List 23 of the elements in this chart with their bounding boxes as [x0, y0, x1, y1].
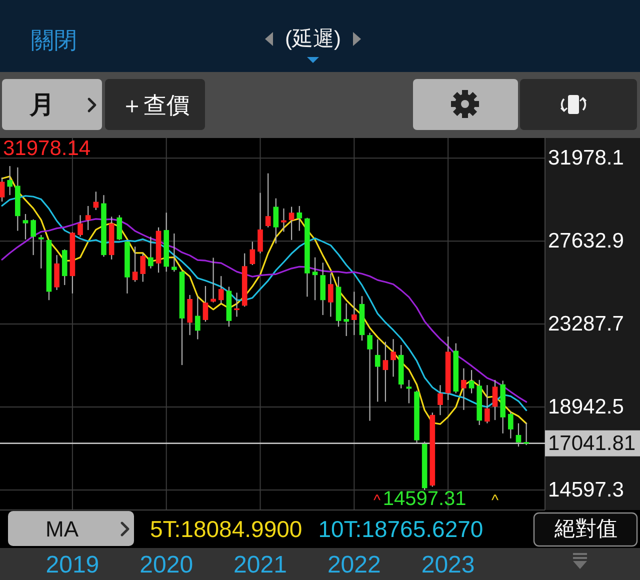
chart-title: (延遲)	[285, 28, 341, 50]
y-tick-label: 27632.9	[548, 230, 624, 253]
annotation: 31978.14	[3, 137, 91, 160]
ref-line-label: 17041.81	[548, 432, 636, 455]
x-tick-label: 2019	[46, 552, 100, 578]
x-tick-label: 2021	[234, 552, 287, 578]
text: MA	[46, 516, 79, 542]
annotation: ^	[491, 492, 499, 509]
x-tick-label: 2022	[327, 552, 381, 578]
x-tick-label: 2023	[421, 552, 475, 578]
x-tick-label: 2020	[140, 552, 194, 578]
y-tick-label: 18942.5	[548, 396, 624, 419]
text: 月	[28, 91, 54, 119]
y-tick-label: 23287.7	[548, 312, 624, 336]
annotation: 14597.31	[382, 488, 466, 510]
text: 5T:18084.9900	[150, 516, 302, 542]
text: ＋查價	[120, 92, 190, 118]
text: 關閉	[31, 27, 77, 53]
y-tick-label: 14597.3	[548, 478, 624, 502]
text: 絕對值	[554, 518, 618, 540]
annotation: ^	[373, 492, 381, 509]
y-tick-label: 31978.1	[548, 146, 624, 170]
text: 10T:18765.6270	[318, 516, 484, 542]
